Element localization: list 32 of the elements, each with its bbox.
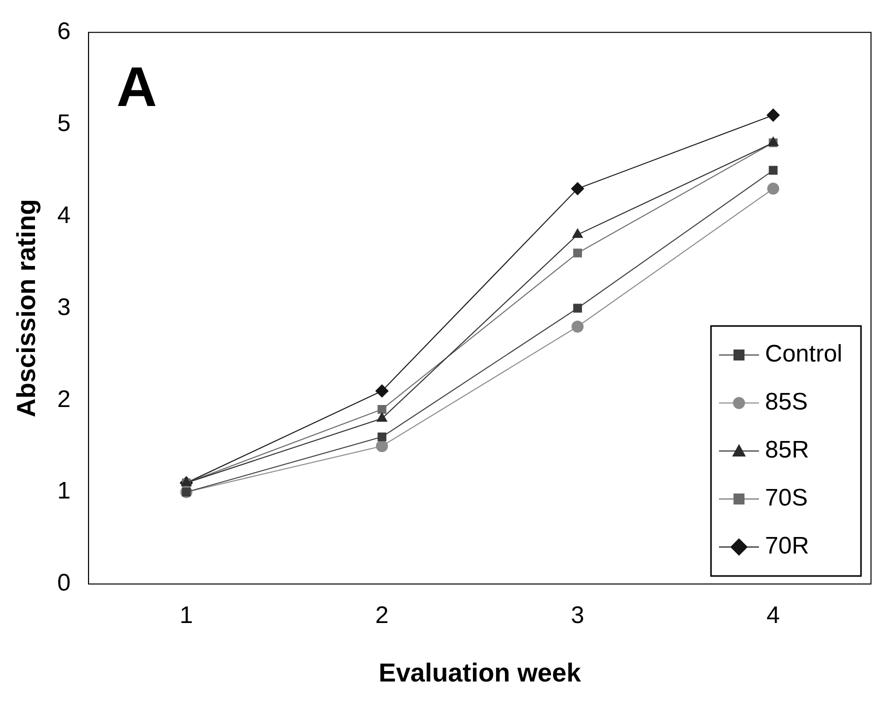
legend-label: Control <box>765 340 842 368</box>
legend-label: 85R <box>765 436 810 464</box>
y-tick-label: 4 <box>57 202 71 229</box>
y-tick-label: 5 <box>57 110 71 137</box>
point <box>768 166 778 175</box>
point <box>376 412 388 422</box>
y-tick-label: 3 <box>57 294 71 321</box>
point <box>375 384 388 398</box>
x-axis-title: Evaluation week <box>378 658 582 688</box>
legend-label: 70S <box>765 484 808 512</box>
point <box>767 182 780 195</box>
x-tick-label: 2 <box>375 602 389 630</box>
point <box>376 440 388 452</box>
point <box>572 320 584 333</box>
y-tick-label: 1 <box>57 478 71 505</box>
y-tick-label: 2 <box>57 386 71 413</box>
legend-label: 85S <box>765 388 808 416</box>
point <box>766 108 780 122</box>
y-axis-title: Abscission rating <box>10 199 41 418</box>
point <box>571 182 584 196</box>
x-tick-label: 1 <box>180 602 194 630</box>
x-tick-label: 3 <box>570 602 584 630</box>
y-tick-label: 6 <box>57 18 71 46</box>
y-tick-label: 0 <box>57 570 71 597</box>
point <box>378 404 386 414</box>
point <box>573 248 582 258</box>
point <box>573 304 582 313</box>
x-tick-label: 4 <box>766 602 780 630</box>
point <box>378 432 386 442</box>
point <box>572 228 583 238</box>
annotation: A <box>116 54 157 118</box>
legend-label: 70R <box>765 532 810 560</box>
